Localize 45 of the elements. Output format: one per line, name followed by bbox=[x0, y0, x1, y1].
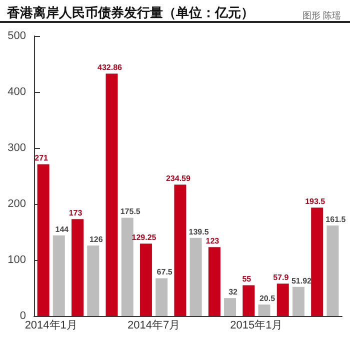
data-label: 123 bbox=[206, 236, 220, 246]
data-label: 67.5 bbox=[156, 268, 173, 277]
bar bbox=[311, 208, 324, 316]
y-tick-label: 200 bbox=[8, 198, 26, 210]
x-tick-label: 2014年1月 bbox=[24, 320, 78, 332]
chart-title: 香港离岸人民币债券发行量（单位：亿元） bbox=[6, 5, 254, 21]
bar bbox=[292, 286, 304, 316]
bar bbox=[156, 278, 168, 316]
data-label: 161.5 bbox=[326, 215, 346, 224]
data-label: 57.9 bbox=[273, 273, 290, 282]
bar bbox=[326, 226, 339, 316]
data-label: 32 bbox=[228, 288, 238, 297]
bar bbox=[242, 285, 255, 316]
data-label: 175.5 bbox=[120, 207, 141, 216]
text: 图形 陈瑶 bbox=[302, 10, 342, 20]
bar bbox=[258, 304, 270, 316]
data-label: 20.5 bbox=[259, 294, 276, 304]
y-tick-label: 500 bbox=[8, 30, 26, 42]
y-tick-label: 300 bbox=[8, 142, 26, 154]
data-label: 432.86 bbox=[98, 63, 123, 72]
bar bbox=[121, 218, 134, 316]
bar bbox=[52, 235, 65, 316]
bar bbox=[174, 184, 186, 316]
data-label: 234.59 bbox=[166, 174, 191, 184]
data-label: 139.5 bbox=[188, 227, 210, 236]
data-label: 55 bbox=[242, 274, 252, 284]
data-label: 129.25 bbox=[132, 233, 157, 242]
data-label: 173 bbox=[68, 208, 83, 218]
bar bbox=[140, 244, 152, 316]
data-label: 126 bbox=[89, 234, 104, 244]
y-tick-label: 0 bbox=[20, 310, 26, 322]
bar bbox=[87, 245, 100, 316]
bar bbox=[224, 298, 236, 316]
x-tick-label: 2014年7月 bbox=[127, 320, 180, 332]
y-tick-label: 400 bbox=[8, 86, 26, 98]
bar bbox=[190, 238, 202, 316]
x-tick-label: 2015年1月 bbox=[230, 320, 283, 332]
bar bbox=[276, 284, 289, 316]
y-tick-label: 100 bbox=[8, 254, 26, 266]
bar bbox=[72, 219, 84, 316]
data-label: 193.5 bbox=[305, 197, 326, 206]
bar bbox=[37, 164, 50, 316]
bar bbox=[106, 74, 118, 316]
bar bbox=[208, 247, 220, 316]
data-label: 144 bbox=[55, 224, 70, 234]
